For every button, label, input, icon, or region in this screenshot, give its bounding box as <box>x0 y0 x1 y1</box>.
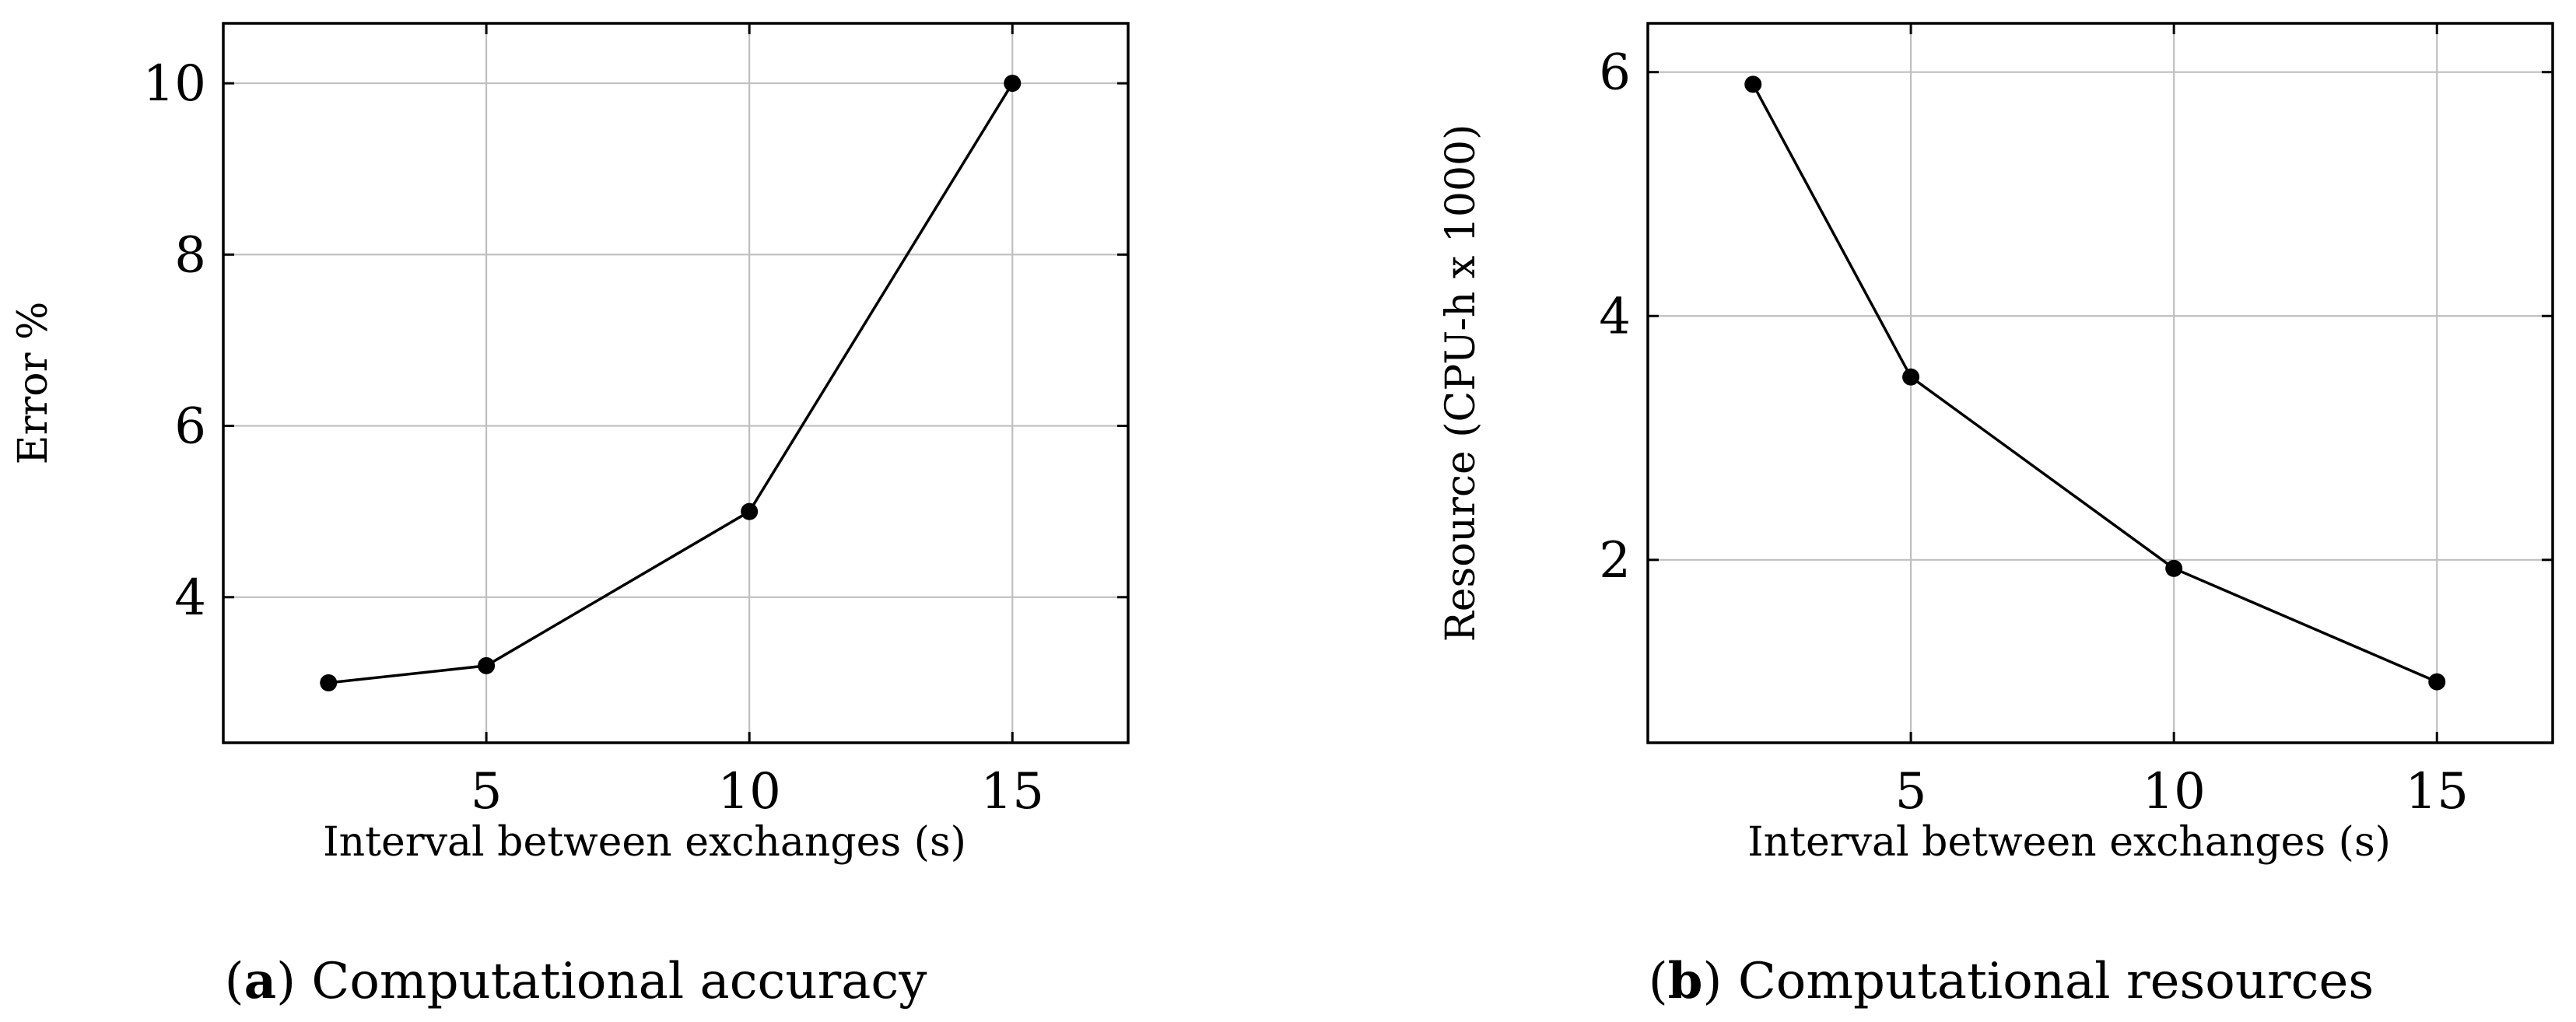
x-tick-label: 15 <box>2406 763 2469 821</box>
y-tick-label: 6 <box>174 398 206 456</box>
data-point <box>1902 368 1920 386</box>
data-point <box>320 674 338 691</box>
y-tick-label: 10 <box>143 55 206 113</box>
data-point <box>2428 673 2446 691</box>
y-axis-label: Resource (CPU-h x 1000) <box>1438 124 1484 642</box>
plot-frame <box>222 22 1130 744</box>
caption-open-paren: ( <box>225 953 244 1010</box>
series-error <box>320 75 1022 691</box>
x-tick-label: 10 <box>717 763 780 821</box>
y-tick-label: 8 <box>174 226 206 284</box>
data-point <box>478 656 496 674</box>
y-axis-label: Error % <box>10 302 57 465</box>
caption-close-paren: ) <box>1703 953 1738 1010</box>
data-point <box>1004 75 1022 93</box>
caption: (b) Computational resources <box>1649 952 2374 1010</box>
series-line <box>328 82 1014 684</box>
caption-open-paren: ( <box>1649 953 1668 1010</box>
tick-labels: 5 10 15 2 4 6 <box>1599 23 2553 821</box>
y-tick-label: 4 <box>1599 288 1631 345</box>
chart-accuracy: 5 10 15 4 6 8 10 Interval between exchanges (s… <box>10 22 1130 1010</box>
series-line <box>1751 83 2438 684</box>
y-tick-label: 4 <box>174 569 206 627</box>
x-tick-label: 5 <box>1895 763 1927 821</box>
x-tick-label: 10 <box>2142 763 2205 821</box>
data-point <box>1744 75 1762 93</box>
caption-close-paren: ) <box>276 953 311 1010</box>
grid-lines <box>223 23 1128 743</box>
y-tick-label: 2 <box>1599 532 1631 590</box>
data-point <box>741 502 759 520</box>
caption: (a) Computational accuracy <box>225 952 927 1010</box>
y-tick-label: 6 <box>1599 44 1631 102</box>
x-tick-label: 15 <box>981 763 1044 821</box>
data-point <box>2165 559 2183 577</box>
caption-letter: b <box>1668 952 1703 1010</box>
x-axis-label: Interval between exchanges (s) <box>1747 819 2391 866</box>
caption-text: Computational resources <box>1738 953 2374 1010</box>
x-tick-label: 5 <box>471 763 503 821</box>
tick-labels: 5 10 15 4 6 8 10 <box>143 23 1128 821</box>
plot-frame <box>1646 22 2554 744</box>
caption-letter: a <box>244 952 276 1010</box>
caption-text: Computational accuracy <box>311 953 927 1010</box>
grid-lines <box>1648 23 2553 743</box>
x-axis-label: Interval between exchanges (s) <box>323 819 966 866</box>
series-resource <box>1744 75 2446 691</box>
